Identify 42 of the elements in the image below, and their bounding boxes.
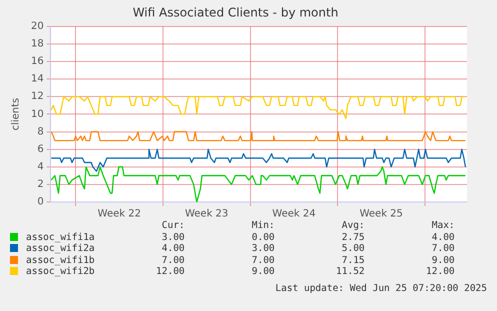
text: 7.15: [340, 254, 365, 266]
text: 9.00: [250, 266, 275, 278]
y-tick-label: 2: [37, 179, 44, 190]
text: Cur:: [160, 220, 185, 232]
y-tick-label: 10: [30, 108, 44, 120]
text: 3.00: [250, 243, 275, 254]
text: 12.00: [425, 266, 455, 278]
chart-title: Wifi Associated Clients - by month: [132, 5, 338, 20]
text: Max:: [430, 220, 455, 232]
text: 9.00: [430, 254, 455, 266]
text: 2.75: [340, 232, 365, 243]
text: Last update: Wed Jun 25 07:20:00 2025: [275, 283, 487, 294]
x-tick-label: Week 24: [272, 208, 316, 220]
text: 7.00: [430, 243, 455, 254]
y-axis-title: clients: [10, 98, 22, 131]
x-tick-label: Week 23: [184, 208, 228, 220]
text: 4.00: [430, 232, 455, 243]
x-tick-label: Week 22: [98, 208, 141, 220]
y-tick-label: 0: [37, 196, 44, 208]
y-tick-label: 18: [30, 38, 44, 50]
text: 7.00: [160, 254, 185, 266]
legend-label: assoc_wifi1a: [25, 232, 95, 243]
legend-label: assoc_wifi1b: [25, 254, 95, 266]
y-tick-label: 16: [30, 56, 44, 68]
text: 7.00: [250, 254, 275, 266]
legend-label: assoc_wifi2b: [25, 266, 95, 278]
y-tick-label: 6: [37, 144, 44, 155]
text: 12.00: [155, 266, 185, 278]
text: 4.00: [160, 243, 185, 254]
text: 3.00: [160, 232, 185, 243]
y-tick-label: 14: [30, 74, 44, 85]
y-tick-label: 12: [30, 91, 44, 102]
text: Min:: [250, 220, 275, 232]
text: Avg:: [340, 220, 365, 232]
y-tick-label: 4: [37, 161, 44, 172]
x-tick-label: Week 25: [360, 208, 403, 220]
text: 5.00: [340, 243, 365, 254]
text: 11.52: [335, 266, 365, 278]
y-tick-label: 20: [30, 20, 44, 32]
y-tick-label: 8: [37, 126, 44, 138]
legend-label: assoc_wifi2a: [25, 243, 95, 254]
text: 0.00: [250, 232, 275, 243]
